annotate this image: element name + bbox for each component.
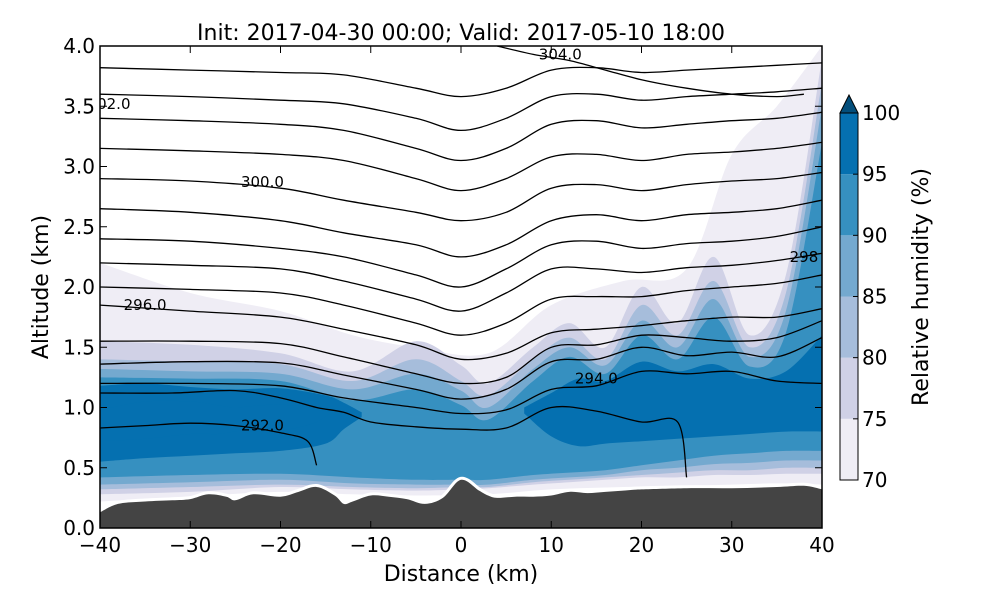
isentrope-295.5 (100, 320, 822, 385)
y-tick-label: 1.0 (63, 396, 95, 420)
colorbar-segment-95 (840, 113, 858, 175)
colorbar-segment-70 (840, 418, 858, 480)
colorbar-label: Relative humidity (%) (909, 168, 934, 406)
isentrope-297 (100, 252, 822, 312)
colorbar-tick-label: 75 (862, 407, 887, 431)
contour-label-2: 296.0 (124, 296, 167, 314)
y-tick-label: 1.5 (63, 335, 95, 359)
isentrope-302 (100, 87, 822, 132)
isentrope-294.5 (100, 370, 822, 415)
x-tick-label: −20 (259, 533, 301, 557)
x-tick-label: 20 (629, 533, 654, 557)
isentrope-298 (100, 226, 822, 288)
y-tick-label: 0.0 (63, 516, 95, 540)
x-axis-label: Distance (km) (384, 562, 539, 587)
colorbar-segment-85 (840, 235, 858, 297)
colorbar-tick-label: 70 (862, 468, 887, 492)
colorbar-tick-label: 90 (862, 223, 887, 247)
isentrope-296 (100, 304, 822, 361)
colorbar-tick-label: 95 (862, 162, 887, 186)
x-tick-label: −40 (79, 533, 121, 557)
isentrope-300 (100, 141, 822, 192)
contour-label-0: 292.0 (241, 417, 284, 435)
x-tick-label: −30 (169, 533, 211, 557)
y-tick-label: 2.5 (63, 215, 95, 239)
contour-label-3: 298 (790, 248, 819, 266)
colorbar-segment-80 (840, 296, 858, 358)
y-tick-label: 3.5 (63, 94, 95, 118)
x-tick-label: 0 (455, 533, 468, 557)
contour-label-5: 302.0 (88, 95, 131, 113)
y-tick-label: 4.0 (63, 34, 95, 58)
x-tick-label: 40 (809, 533, 834, 557)
colorbar-tick-label: 80 (862, 346, 887, 370)
isentrope-295 (100, 337, 822, 400)
terrain (100, 479, 822, 528)
x-tick-label: −10 (350, 533, 392, 557)
contour-label-4: 300.0 (241, 173, 284, 191)
isentrope-299 (100, 171, 822, 222)
y-axis-label: Altitude (km) (29, 215, 54, 359)
colorbar-segment-75 (840, 357, 858, 419)
isentrope-292 (100, 422, 318, 466)
rh-band-95-6 (524, 335, 822, 447)
x-tick-label: 30 (719, 533, 744, 557)
colorbar-tick-label: 100 (862, 101, 900, 125)
isentrope-303 (100, 62, 822, 98)
isentrope-298.5 (100, 199, 822, 258)
isentrope-296.5 (100, 274, 822, 336)
isentrope-304 (496, 46, 804, 98)
x-tick-label: 10 (539, 533, 564, 557)
contour-label-6: 304.0 (539, 45, 582, 63)
y-tick-label: 2.0 (63, 275, 95, 299)
colorbar-segment-90 (840, 174, 858, 236)
colorbar-tick-label: 85 (862, 285, 887, 309)
isentrope-294 (100, 389, 688, 478)
isentrope-301 (100, 111, 822, 162)
colorbar-extend-arrow (839, 93, 859, 114)
y-tick-label: 3.0 (63, 155, 95, 179)
contour-label-1: 294.0 (575, 370, 618, 388)
chart-title: Init: 2017-04-30 00:00; Valid: 2017-05-1… (197, 21, 725, 46)
y-tick-label: 0.5 (63, 456, 95, 480)
rh-band-95-7 (100, 400, 335, 442)
